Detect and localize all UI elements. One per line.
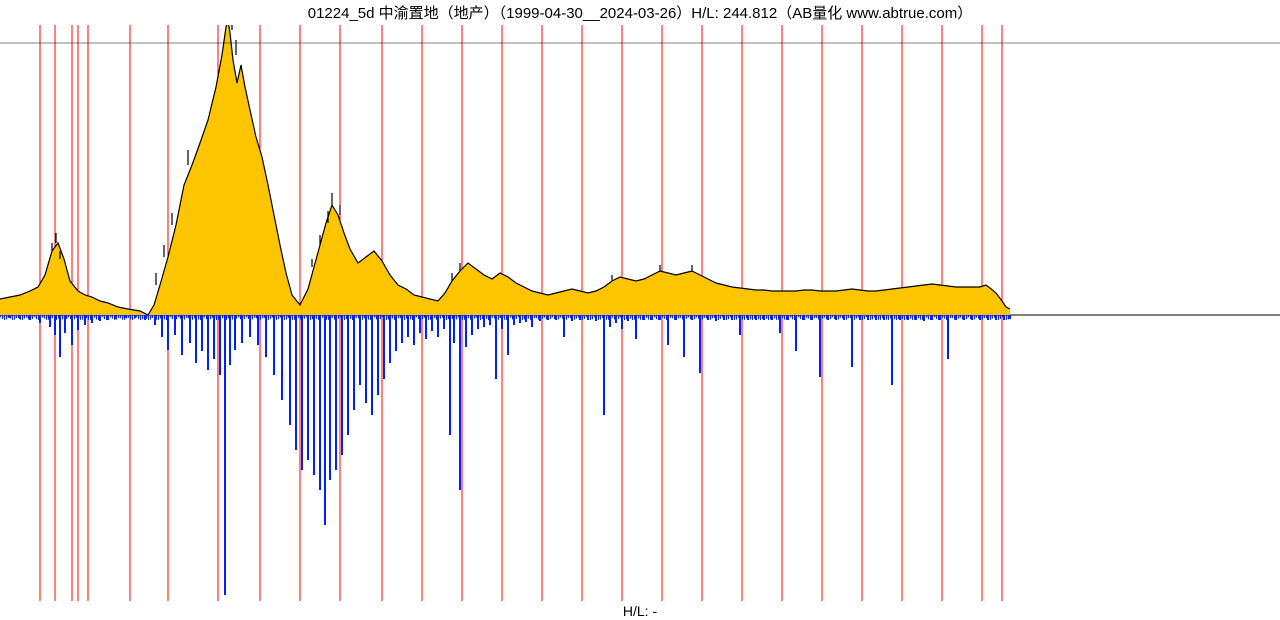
chart-area — [0, 25, 1280, 601]
chart-svg — [0, 25, 1280, 601]
chart-footer: H/L: - — [0, 601, 1280, 619]
chart-title: 01224_5d 中渝置地（地产）（1999-04-30__2024-03-26… — [0, 0, 1280, 25]
